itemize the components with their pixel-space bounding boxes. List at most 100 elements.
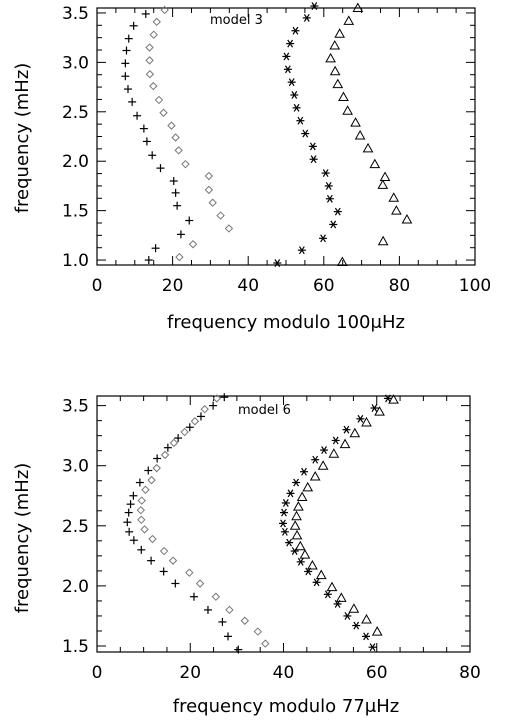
- data-point-diamond: [253, 627, 263, 636]
- data-point-triangle: [369, 158, 381, 169]
- data-point-triangle: [388, 192, 400, 202]
- data-point-diamond: [180, 427, 189, 437]
- data-point-asterisk: [356, 414, 365, 423]
- data-point-asterisk: [292, 103, 301, 112]
- data-point-asterisk: [309, 155, 318, 164]
- series-plus: [121, 9, 194, 265]
- data-point-diamond: [171, 133, 180, 142]
- y-tick-label: 2.5: [62, 103, 89, 123]
- data-point-plus: [124, 508, 133, 517]
- data-point-plus: [171, 579, 180, 588]
- data-point-triangle: [335, 592, 347, 602]
- data-point-triangle: [352, 2, 364, 12]
- data-point-asterisk: [343, 612, 352, 620]
- data-point-plus: [144, 466, 153, 475]
- data-point-triangle: [377, 235, 389, 246]
- data-point-plus: [196, 412, 205, 421]
- data-point-triangle: [371, 626, 383, 636]
- data-point-plus: [135, 478, 144, 487]
- data-point-asterisk: [280, 527, 289, 536]
- data-point-asterisk: [312, 578, 321, 587]
- data-point-diamond: [136, 505, 146, 515]
- data-point-asterisk: [286, 489, 295, 498]
- data-point-plus: [169, 176, 178, 185]
- data-point-diamond: [190, 417, 200, 426]
- data-point-diamond: [208, 198, 217, 207]
- data-point-triangle: [329, 40, 341, 50]
- data-point-plus: [173, 201, 182, 210]
- y-tick-label: 3.5: [62, 4, 89, 24]
- x-tick-label: 20: [162, 276, 184, 296]
- y-axis-title: frequency (mHz): [12, 463, 33, 614]
- y-tick-label: 3.5: [62, 397, 89, 417]
- data-point-plus: [224, 632, 233, 641]
- data-point-diamond: [174, 146, 183, 155]
- data-point-triangle: [349, 427, 361, 438]
- data-point-diamond: [167, 121, 176, 130]
- data-point-plus: [189, 592, 198, 601]
- data-point-plus: [147, 556, 156, 565]
- data-point-asterisk: [300, 467, 309, 476]
- data-point-plus: [163, 443, 172, 452]
- data-point-asterisk: [283, 65, 292, 74]
- data-point-diamond: [225, 605, 234, 615]
- data-point-asterisk: [324, 181, 333, 190]
- data-point-asterisk: [286, 39, 295, 48]
- data-point-asterisk: [321, 169, 330, 178]
- chart-model-3: model 3 frequency modulo 100μHz frequenc…: [12, 2, 491, 333]
- data-point-asterisk: [282, 52, 291, 61]
- data-point-asterisk: [279, 508, 288, 517]
- data-point-triangle: [342, 105, 353, 115]
- data-point-plus: [126, 500, 135, 509]
- data-point-asterisk: [383, 394, 392, 403]
- x-tick-label: 40: [237, 276, 259, 296]
- data-point-plus: [148, 151, 157, 160]
- data-point-diamond: [149, 30, 158, 39]
- data-point-diamond: [212, 394, 222, 403]
- y-tick-label: 3.0: [62, 53, 89, 73]
- data-point-triangle: [289, 520, 301, 530]
- data-point-diamond: [160, 5, 169, 15]
- data-point-plus: [129, 491, 138, 500]
- data-point-diamond: [175, 252, 184, 262]
- data-point-plus: [123, 85, 132, 94]
- data-point-diamond: [137, 515, 146, 525]
- data-point-plus: [142, 137, 151, 146]
- data-point-triangle: [350, 117, 361, 127]
- y-tick-label: 2.0: [62, 577, 89, 597]
- data-point-triangle: [296, 491, 308, 501]
- x-tick-label: 0: [92, 276, 103, 296]
- data-point-plus: [156, 164, 165, 173]
- data-point-plus: [185, 423, 194, 432]
- data-point-triangle: [339, 438, 351, 449]
- y-tick-label: 1.0: [62, 251, 89, 271]
- data-point-asterisk: [296, 116, 305, 125]
- data-point-asterisk: [325, 194, 334, 203]
- data-point-asterisk: [285, 538, 294, 547]
- data-point-plus: [137, 545, 146, 554]
- data-point-triangle: [362, 142, 374, 153]
- y-axis-title: frequency (mHz): [12, 63, 33, 214]
- data-point-diamond: [169, 438, 179, 448]
- data-point-diamond: [224, 224, 234, 233]
- data-point-triangle: [315, 569, 327, 580]
- data-point-plus: [218, 617, 227, 626]
- data-point-asterisk: [331, 436, 340, 445]
- data-point-triangle: [361, 614, 372, 624]
- data-point-diamond: [216, 211, 225, 220]
- data-point-triangle: [291, 510, 302, 521]
- data-point-plus: [121, 59, 130, 68]
- data-point-asterisk: [290, 547, 299, 555]
- data-point-plus: [159, 567, 168, 576]
- data-point-asterisk: [308, 142, 317, 151]
- data-point-asterisk: [370, 404, 379, 412]
- series-asterisk: [279, 394, 392, 652]
- data-point-plus: [128, 97, 137, 106]
- data-point-triangle: [307, 559, 318, 570]
- data-point-asterisk: [273, 259, 282, 267]
- data-point-diamond: [152, 17, 161, 27]
- data-point-plus: [185, 216, 194, 225]
- chart-model-6: model 6 frequency modulo 77μHz frequency…: [12, 393, 481, 717]
- data-point-diamond: [145, 56, 154, 65]
- data-point-asterisk: [291, 26, 300, 35]
